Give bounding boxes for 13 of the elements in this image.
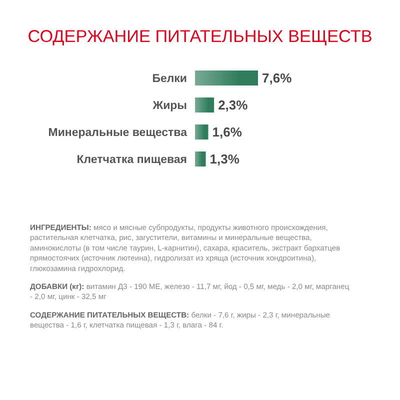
- y-tick-label: Клетчатка пищевая: [76, 154, 187, 166]
- chart-title: СОДЕРЖАНИЕ ПИТАТЕЛЬНЫХ ВЕЩЕСТВ: [28, 26, 372, 46]
- bar: [195, 124, 208, 140]
- bar: [195, 70, 258, 86]
- data-label: 1,6%: [212, 124, 242, 140]
- y-tick-label: Белки: [152, 73, 187, 86]
- data-label: 2,3%: [218, 98, 248, 113]
- y-tick-label: Жиры: [152, 100, 188, 112]
- data-label: 7,6%: [262, 70, 292, 86]
- bar: [195, 98, 214, 112]
- bar: [195, 152, 206, 166]
- y-tick-label: Минеральные вещества: [48, 127, 188, 140]
- data-label: 1,3%: [210, 152, 240, 167]
